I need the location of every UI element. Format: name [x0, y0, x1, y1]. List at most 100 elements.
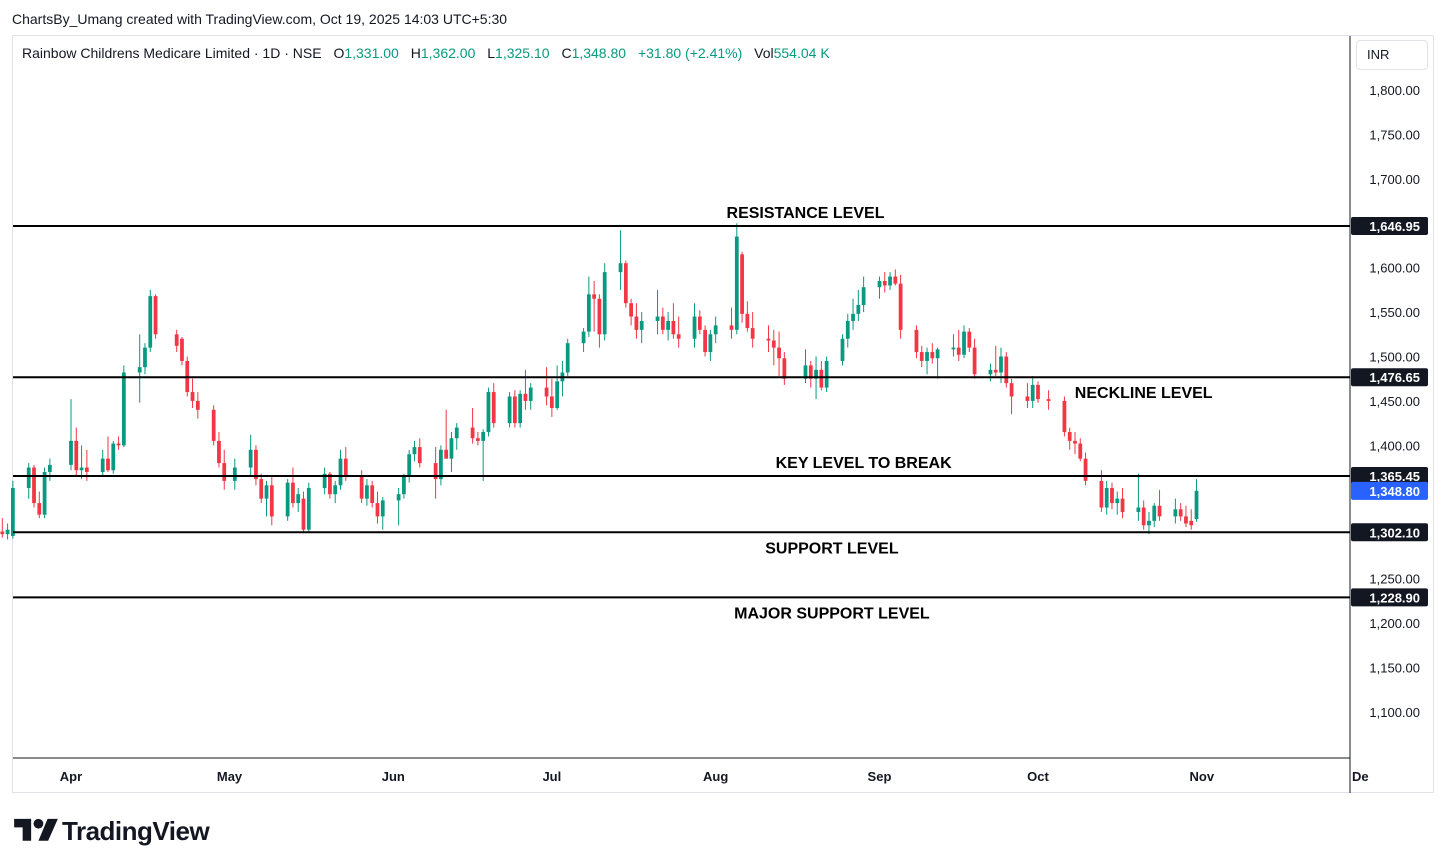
- candle-body: [439, 449, 443, 480]
- candle-body: [660, 316, 665, 330]
- candle-body: [269, 485, 274, 517]
- candle-body: [893, 276, 898, 284]
- candle: [708, 329, 713, 361]
- candle-body: [143, 347, 147, 368]
- candle-body: [777, 347, 781, 359]
- candle: [967, 328, 972, 353]
- candle-body: [734, 236, 739, 330]
- legend-open-label: O: [333, 45, 345, 61]
- key-level-to-break-badge: [1351, 467, 1428, 486]
- candle-body: [232, 467, 237, 481]
- candle-body: [888, 276, 892, 286]
- candle: [925, 347, 929, 375]
- candle-body: [856, 304, 861, 314]
- candle: [254, 445, 258, 486]
- candle: [264, 480, 269, 517]
- candle-body: [549, 396, 554, 409]
- candle: [1099, 470, 1104, 512]
- candle: [481, 429, 486, 481]
- candle-body: [84, 467, 89, 472]
- candle-body: [137, 367, 142, 373]
- candle-body: [1009, 383, 1014, 397]
- candle: [190, 378, 195, 409]
- candle: [655, 289, 660, 335]
- candle: [47, 458, 52, 481]
- candle-body: [655, 316, 660, 321]
- candle: [232, 458, 237, 490]
- candle: [333, 480, 338, 504]
- candle-body: [1157, 505, 1162, 517]
- candle-body: [222, 463, 227, 481]
- candle: [449, 432, 454, 472]
- candle-body: [925, 352, 929, 361]
- candle: [676, 316, 681, 348]
- candle: [697, 310, 702, 335]
- candle-body: [988, 369, 993, 375]
- candle: [174, 329, 179, 353]
- tradingview-logo-icon: [14, 818, 58, 841]
- candle: [444, 409, 449, 459]
- candle-body: [623, 263, 628, 304]
- candle-body: [1078, 443, 1083, 459]
- candle: [1104, 480, 1109, 515]
- candle-body: [845, 320, 850, 339]
- candle: [919, 345, 924, 368]
- candle: [1078, 438, 1083, 462]
- candle: [771, 329, 776, 366]
- candle-body: [544, 387, 549, 397]
- candle-body: [106, 458, 110, 471]
- candle: [1147, 511, 1151, 535]
- y-tick-label: 1,200.00: [1369, 616, 1420, 631]
- candle-body: [407, 454, 412, 477]
- chart-credit: ChartsBy_Umang created with TradingView.…: [12, 11, 508, 27]
- tradingview-brand[interactable]: TradingView: [14, 814, 210, 848]
- candle: [79, 445, 84, 480]
- candle: [581, 328, 586, 353]
- brand-name: TradingView: [62, 815, 210, 846]
- candle-body: [1062, 400, 1067, 433]
- candle: [380, 496, 385, 530]
- candle-body: [898, 283, 903, 330]
- currency-button[interactable]: INR: [1356, 40, 1428, 70]
- candle: [1046, 390, 1051, 410]
- candle: [143, 343, 147, 375]
- candle-body: [1104, 487, 1109, 508]
- candle: [819, 360, 824, 391]
- candle-body: [396, 494, 401, 501]
- candle-body: [291, 482, 295, 504]
- candle: [37, 491, 42, 519]
- candle-body: [808, 365, 813, 379]
- candle: [856, 289, 861, 321]
- candle: [935, 347, 940, 379]
- candle-body: [999, 356, 1003, 373]
- neckline-level-badge: [1351, 368, 1428, 387]
- candle-body: [671, 320, 676, 335]
- candle-body: [951, 347, 956, 350]
- x-tick-label: Jul: [542, 769, 561, 784]
- candle: [740, 251, 744, 323]
- candle-body: [745, 313, 750, 329]
- candle: [10, 480, 15, 539]
- chart-frame: [12, 35, 1434, 793]
- candle-body: [1184, 516, 1188, 524]
- candle-body: [449, 438, 454, 459]
- resistance-level-label: RESISTANCE LEVEL: [727, 205, 885, 222]
- candle-body: [803, 365, 808, 379]
- candle-body: [32, 467, 36, 504]
- candle: [592, 280, 597, 332]
- candle-body: [264, 485, 269, 499]
- candle: [137, 334, 142, 403]
- candle-body: [1115, 498, 1120, 504]
- candle: [5, 523, 10, 540]
- candle-body: [586, 294, 591, 332]
- candle: [713, 316, 718, 344]
- candle-body: [412, 447, 417, 455]
- candle-body: [333, 485, 338, 495]
- legend-open: 1,331.00: [344, 45, 399, 61]
- legend-symbol: Rainbow Childrens Medicare Limited · 1D …: [22, 45, 322, 61]
- support-level-label: SUPPORT LEVEL: [765, 540, 899, 557]
- candle: [365, 479, 369, 506]
- candle: [544, 367, 549, 406]
- candle-body: [370, 485, 375, 504]
